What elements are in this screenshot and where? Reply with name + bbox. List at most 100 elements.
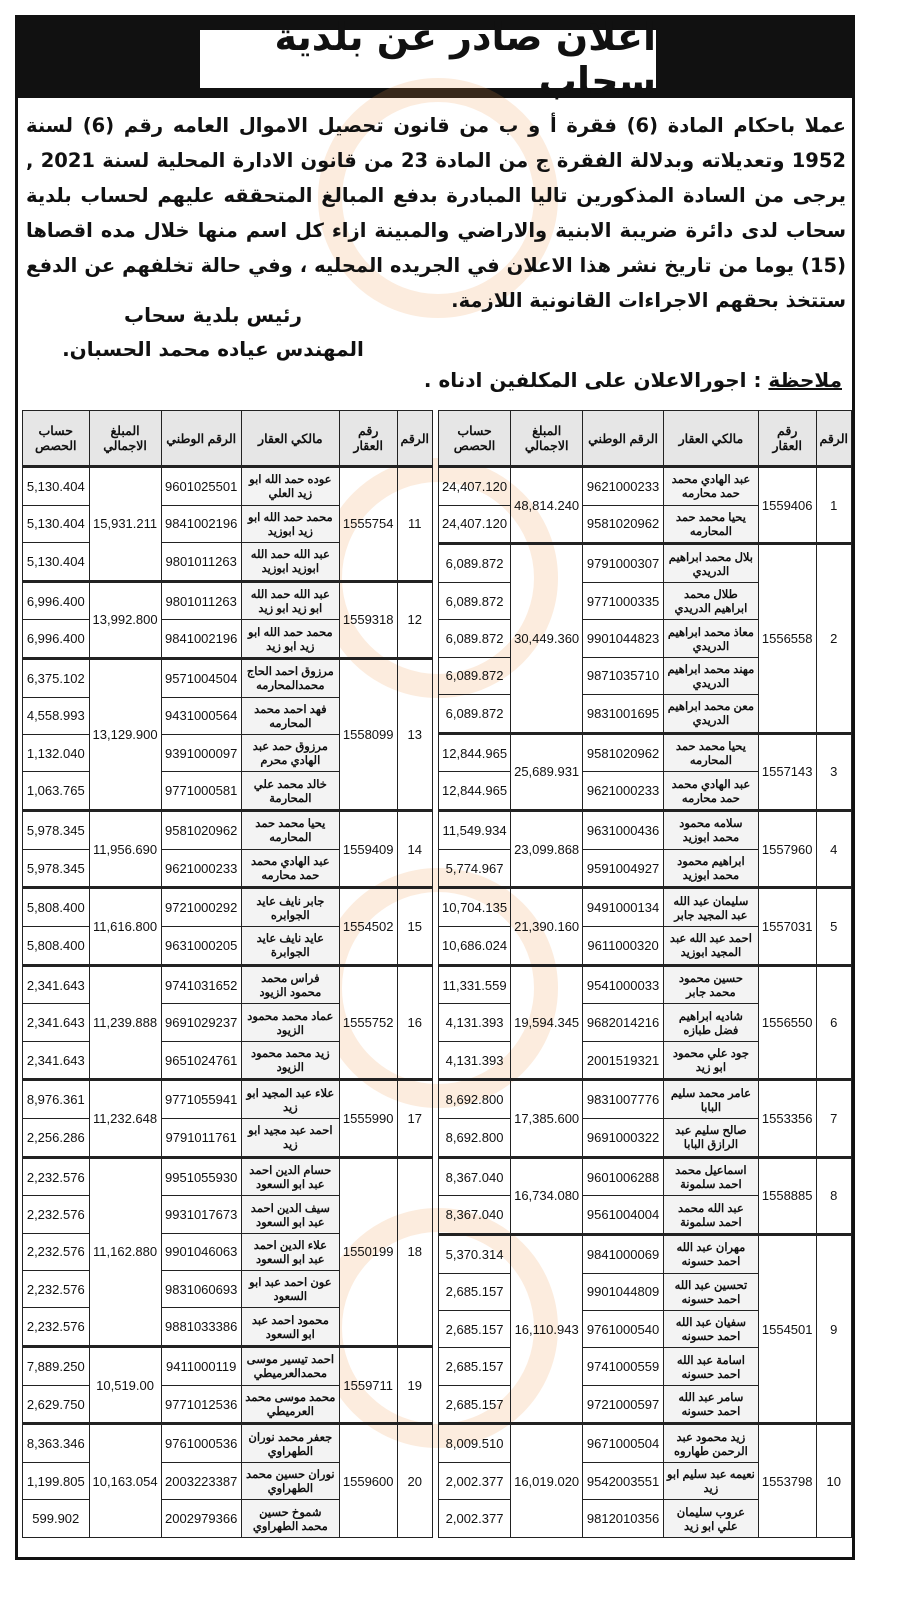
national-id: 9771012536 <box>160 1384 242 1425</box>
owner-name: حسين محمود محمد جابر <box>662 963 759 1005</box>
total-amount: 25,689.931 <box>510 731 584 812</box>
signature-name: المهندس عياده محمد الحسبان. <box>62 337 364 361</box>
parcel-number: 1559600 <box>338 1422 398 1538</box>
national-id: 9581020962 <box>160 809 242 850</box>
share-amount: 10,686.024 <box>437 926 512 966</box>
national-id: 9761000540 <box>582 1310 664 1349</box>
national-id: 9571004504 <box>160 657 242 698</box>
national-id: 9611000320 <box>582 926 664 966</box>
total-amount: 17,385.600 <box>510 1078 584 1158</box>
national-id: 9691000322 <box>582 1118 664 1158</box>
national-id: 9791000307 <box>582 542 664 583</box>
owner-name: اسماعيل محمد احمد سلمونة <box>662 1155 759 1197</box>
owner-name: عبد الله حمد الله ابوزيد ابوزيد <box>240 542 340 582</box>
share-amount: 8,367.040 <box>437 1155 512 1197</box>
signature-block: رئيس بلدية سحاب المهندس عياده محمد الحسب… <box>48 298 378 366</box>
total-amount: 23,099.868 <box>510 809 584 889</box>
national-id: 9841000069 <box>582 1233 664 1274</box>
share-amount: 4,558.993 <box>22 696 90 736</box>
owner-name: جعفر محمد نوران الطهراوي <box>240 1422 340 1464</box>
total-amount: 10,163.054 <box>88 1422 162 1538</box>
table-row: عبد الهادي محمد حمد محارمه 9621000233 12,8… <box>437 771 852 812</box>
national-id: 9771055941 <box>160 1078 242 1120</box>
table-row: 18 1550199 حسام الدين احمد عبد ابو السعود 9… <box>22 1155 434 1348</box>
share-amount: 5,808.400 <box>22 926 90 966</box>
parcel-number: 1555754 <box>338 465 398 582</box>
share-amount: 2,002.377 <box>437 1462 512 1501</box>
table-row: يحيا محمد حمد المحارمه 9581020962 24,407.1… <box>437 504 852 545</box>
owner-name: محمود احمد عبد ابو السعود <box>240 1307 340 1348</box>
share-amount: 1,063.765 <box>22 771 90 812</box>
share-amount: 11,331.559 <box>437 963 512 1005</box>
table-row: خالد محمد علي المحارمة 9771000581 1,063.76… <box>22 771 433 812</box>
share-amount: 5,978.345 <box>22 848 90 889</box>
owner-name: طلال محمد ابراهيم الدريدي <box>662 581 759 621</box>
parcel-number: 1559711 <box>338 1345 398 1425</box>
row-number: 7 <box>815 1078 853 1158</box>
national-id: 9541000033 <box>582 963 664 1005</box>
parcel-number: 1558099 <box>338 656 398 812</box>
table-row: معاذ محمد ابراهيم الدريدي 9901044823 6,089… <box>437 619 852 658</box>
national-id: 9621000233 <box>582 771 664 812</box>
row-number: 4 <box>815 809 853 889</box>
owner-name: صالح سليم عبد الرازق البابا <box>662 1118 759 1158</box>
table-row: 1 1559406 عبد الهادي محمد حمد محارمه 962100… <box>437 464 853 545</box>
table-row: 12 1559318 عبد الله حمد الله ابو زيد ابو ز… <box>22 579 434 660</box>
national-id: 9741031652 <box>160 963 242 1005</box>
row-number: 3 <box>815 731 853 812</box>
share-amount: 5,370.314 <box>437 1233 512 1274</box>
owner-name: محمد حمد الله ابو زيد ابوزيد <box>240 504 340 544</box>
total-amount: 30,449.360 <box>510 542 584 734</box>
row-number: 1 <box>815 464 853 545</box>
table-row: سيف الدين احمد عبد ابو السعود 9931017673 2… <box>22 1195 433 1234</box>
table-row: شاديه ابراهيم فضل طبازه 9682014216 4,131.3… <box>437 1003 852 1042</box>
total-amount: 11,616.800 <box>88 886 162 966</box>
share-amount: 2,341.643 <box>22 963 90 1005</box>
table-row: 3 1557143 يحيا محمد حمد المحارمه 9581020962… <box>437 731 853 812</box>
share-amount: 2,685.157 <box>437 1310 512 1349</box>
row-number: 13 <box>396 656 434 812</box>
owner-name: علاء الدين احمد عبد ابو السعود <box>240 1232 340 1272</box>
owner-name: عامر محمد سليم البابا <box>662 1078 759 1120</box>
national-id: 9651024761 <box>160 1040 242 1081</box>
total-amount: 11,956.690 <box>88 809 162 889</box>
owner-name: نعيمه عبد سليم ابو زيد <box>662 1462 759 1501</box>
owner-name: زيد محمود عبد الرحمن طهاروه <box>662 1422 759 1464</box>
total-amount: 10,519.00 <box>88 1345 162 1425</box>
row-number: 9 <box>815 1232 853 1425</box>
share-amount: 24,407.120 <box>437 504 512 545</box>
parcel-number: 1559409 <box>338 809 398 889</box>
row-number: 14 <box>396 809 434 889</box>
table-header: الرقم رقم العقار مالكي العقار الرقم الوطني ا… <box>22 410 434 467</box>
national-id: 9601006288 <box>582 1155 664 1197</box>
total-amount: 11,232.648 <box>88 1078 162 1158</box>
total-amount: 48,814.240 <box>510 464 584 545</box>
total-amount: 19,594.345 <box>510 963 584 1081</box>
share-amount: 5,130.404 <box>22 465 90 506</box>
owner-name: معاذ محمد ابراهيم الدريدي <box>662 619 759 658</box>
national-id: 9411000119 <box>160 1345 242 1386</box>
owner-name: عروب سليمان علي ابو زيد <box>662 1499 759 1538</box>
share-amount: 2,685.157 <box>437 1347 512 1386</box>
national-id: 9581020962 <box>582 731 664 773</box>
national-id: 9931017673 <box>160 1195 242 1234</box>
owner-name: فراس محمد محمود الزيود <box>240 963 340 1005</box>
table-row: 10 1553798 زيد محمود عبد الرحمن طهاروه 9671… <box>437 1422 853 1538</box>
column-header: رقم العقار <box>757 410 817 467</box>
share-amount: 1,199.805 <box>22 1462 90 1501</box>
owners-table-right: الرقم رقم العقار مالكي العقار الرقم الوطني ا… <box>437 410 853 1538</box>
column-header: حساب الحصص <box>437 410 512 467</box>
owner-name: عبد الهادي محمد حمد محارمه <box>662 771 759 812</box>
table-row: اسامة عبد الله احمد حسونه 9741000559 2,685… <box>437 1347 852 1386</box>
column-header: المبلغ الاجمالي <box>88 410 162 467</box>
share-amount: 10,704.135 <box>437 886 512 928</box>
parcel-number: 1557031 <box>757 886 817 966</box>
table-row: معن محمد ابراهيم الدريدي 9831001695 6,089.… <box>437 694 852 734</box>
column-header: الرقم <box>396 410 434 467</box>
row-number: 6 <box>815 963 853 1081</box>
table-row: شموخ حسين محمد الطهراوي 2002979366 599.902 <box>22 1499 433 1538</box>
table-row: 20 1559600 جعفر محمد نوران الطهراوي 9761000… <box>22 1422 434 1538</box>
national-id: 9901046063 <box>160 1232 242 1272</box>
row-number: 8 <box>815 1155 853 1236</box>
national-id: 9691029237 <box>160 1003 242 1042</box>
